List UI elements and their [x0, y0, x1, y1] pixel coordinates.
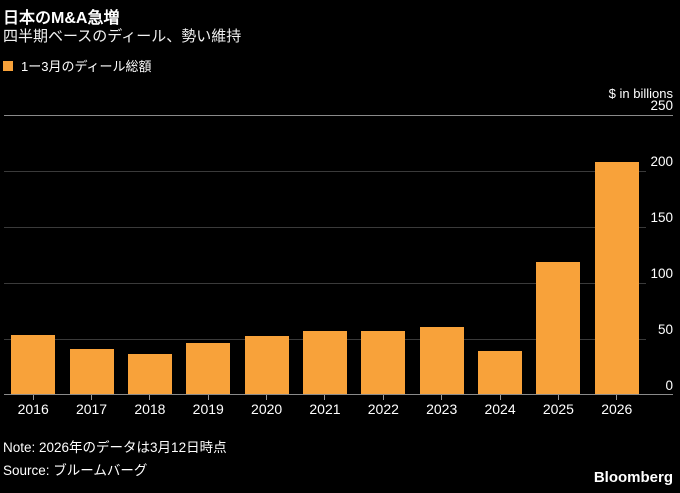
- y-tick-label: 250: [650, 97, 673, 113]
- note-text: Note: 2026年のデータは3月12日時点: [3, 440, 227, 455]
- x-tick: [382, 395, 384, 400]
- bar-2024: [478, 351, 523, 395]
- x-tick: [324, 395, 326, 400]
- x-tick-slot: [4, 395, 62, 400]
- gridline: [4, 283, 646, 284]
- x-tick: [441, 395, 443, 400]
- gridline: [4, 227, 646, 228]
- y-axis-unit: $ in billions: [608, 86, 673, 101]
- bar-2026: [594, 162, 639, 395]
- legend-swatch-icon: [3, 60, 13, 71]
- bar-column-2021: [296, 331, 354, 395]
- bloomberg-logo: Bloomberg: [593, 469, 673, 486]
- x-tick-label-2016: 2016: [17, 401, 49, 417]
- x-tick: [266, 395, 268, 400]
- bar-column-2023: [413, 327, 471, 395]
- x-tick: [499, 395, 501, 400]
- x-tick-label-2023: 2023: [426, 401, 458, 417]
- x-tick-slot: [471, 395, 529, 400]
- x-tick: [207, 395, 209, 400]
- y-tick-label: 150: [650, 209, 673, 225]
- legend-item: 1ー3月のディール総額: [3, 56, 152, 75]
- x-tick-label-2017: 2017: [75, 401, 108, 417]
- bar-2017: [69, 349, 114, 395]
- chart-subtitle: 四半期ベースのディール、勢い維持: [3, 28, 242, 45]
- x-tick-slot: [121, 395, 179, 400]
- gridline: [4, 171, 646, 172]
- bar-2018: [127, 354, 172, 395]
- x-tick-label-2019: 2019: [192, 401, 224, 417]
- x-tick-label-2022: 2022: [367, 401, 399, 417]
- bar-column-2016: [4, 335, 62, 395]
- x-tick-label-2020: 2020: [251, 401, 283, 417]
- x-tick-label-2025: 2025: [542, 401, 574, 417]
- y-tick-label: 100: [650, 265, 673, 281]
- bar-2023: [419, 327, 464, 395]
- bar-2020: [244, 336, 289, 395]
- bar-series: [4, 115, 646, 395]
- y-tick-label: 200: [650, 153, 673, 169]
- y-tick-label: 0: [665, 377, 673, 393]
- legend-label: 1ー3月のディール総額: [21, 59, 152, 74]
- x-tick: [557, 395, 559, 400]
- x-tick-label-2021: 2021: [309, 401, 341, 417]
- bar-column-2025: [529, 262, 587, 395]
- x-tick-label-2026: 2026: [601, 401, 633, 417]
- chart-title: 日本のM&A急増: [3, 10, 120, 27]
- bar-column-2022: [354, 331, 412, 395]
- x-tick-slot: [588, 395, 646, 400]
- bar-2025: [536, 262, 581, 395]
- x-axis-labels: 2016 2017 2018 2019 2020 2021 2022 2023 2024 2025…: [4, 401, 646, 417]
- x-tick-slot: [179, 395, 237, 400]
- gridline: [4, 115, 673, 116]
- bar-column-2019: [179, 343, 237, 395]
- bar-column-2020: [237, 336, 295, 395]
- bar-2021: [302, 331, 347, 395]
- bar-2019: [186, 343, 231, 395]
- x-tick: [91, 395, 93, 400]
- x-tick-slot: [413, 395, 471, 400]
- bar-2016: [11, 335, 56, 395]
- x-tick: [32, 395, 34, 400]
- bar-column-2018: [121, 354, 179, 395]
- plot-area: 250 200 150 100 50 0: [4, 98, 673, 395]
- bar-column-2017: [62, 349, 120, 395]
- x-tick-slot: [354, 395, 412, 400]
- x-tick-slot: [296, 395, 354, 400]
- gridline: [4, 394, 673, 395]
- bar-column-2026: [588, 162, 646, 395]
- x-tick-slot: [237, 395, 295, 400]
- x-tick-label-2018: 2018: [134, 401, 166, 417]
- x-tick: [149, 395, 151, 400]
- x-tick-slot: [62, 395, 120, 400]
- x-tick-label-2024: 2024: [484, 401, 516, 417]
- bar-2022: [361, 331, 406, 395]
- x-tick-slot: [529, 395, 587, 400]
- y-tick-label: 50: [657, 321, 673, 337]
- source-text: Source: ブルームバーグ: [3, 463, 148, 478]
- x-axis-ticks: [4, 395, 646, 400]
- bar-column-2024: [471, 351, 529, 395]
- x-tick: [616, 395, 618, 400]
